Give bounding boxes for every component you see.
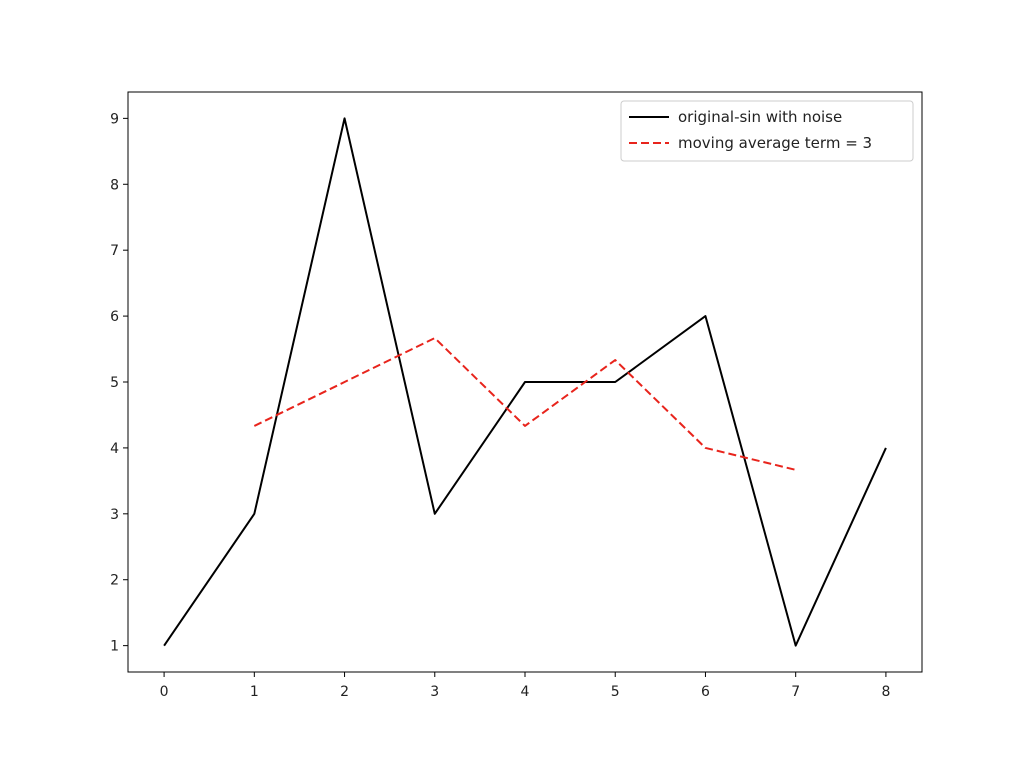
legend-label-2: moving average term = 3	[678, 134, 872, 152]
x-tick-label: 4	[521, 684, 530, 700]
legend-label-1: original-sin with noise	[678, 108, 842, 126]
legend-box	[620, 100, 914, 162]
x-tick-label: 7	[791, 684, 800, 700]
y-axis: 1 2 3 4 5 6 7 8 9	[110, 111, 128, 655]
y-tick-label: 5	[110, 375, 119, 391]
y-tick-label: 9	[110, 111, 119, 127]
y-tick-label: 7	[110, 243, 119, 259]
series-layer	[163, 117, 887, 647]
series-line-2	[253, 337, 796, 471]
y-tick-label: 8	[110, 177, 119, 193]
x-tick-label: 8	[881, 684, 890, 700]
x-tick-label: 6	[701, 684, 710, 700]
x-tick-label: 1	[250, 684, 259, 700]
series-line-1	[163, 117, 887, 647]
x-tick-label: 0	[160, 684, 169, 700]
legend: original-sin with noise moving average te…	[620, 100, 914, 162]
x-tick-label: 2	[340, 684, 349, 700]
y-tick-label: 4	[110, 441, 119, 457]
y-tick-label: 6	[110, 309, 119, 325]
x-tick-label: 3	[430, 684, 439, 700]
y-tick-label: 3	[110, 507, 119, 523]
x-axis: 0 1 2 3 4 5 6 7 8	[160, 672, 890, 700]
y-tick-label: 1	[110, 639, 119, 655]
x-tick-label: 5	[611, 684, 620, 700]
plot-frame	[127, 91, 923, 673]
y-tick-label: 2	[110, 573, 119, 589]
